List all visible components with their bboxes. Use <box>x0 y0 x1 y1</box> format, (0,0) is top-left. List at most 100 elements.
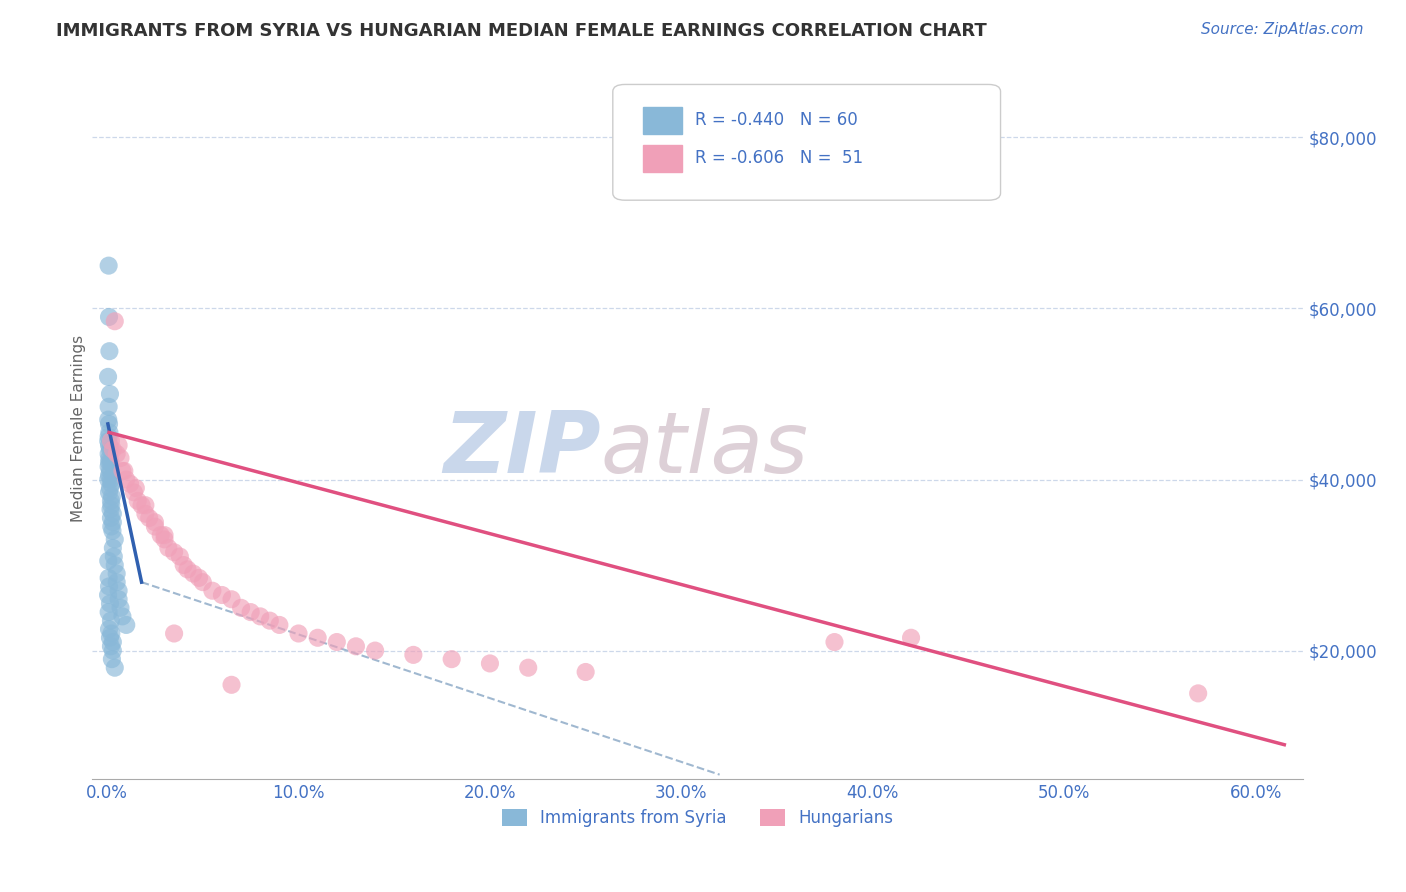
Point <box>98 622 121 636</box>
Point <box>259 614 281 628</box>
Point <box>97 554 120 568</box>
Point <box>97 400 120 414</box>
Point <box>575 665 598 679</box>
Point <box>98 455 121 469</box>
Text: R = -0.606   N =  51: R = -0.606 N = 51 <box>695 149 863 167</box>
Point <box>143 516 166 530</box>
Point <box>97 369 120 384</box>
Text: atlas: atlas <box>600 408 808 491</box>
FancyBboxPatch shape <box>643 145 682 172</box>
Point <box>402 648 425 662</box>
Point <box>100 434 122 448</box>
Point <box>105 566 128 581</box>
Point <box>97 434 120 448</box>
Point <box>157 541 180 555</box>
Point <box>101 516 124 530</box>
Point <box>307 631 329 645</box>
Point <box>107 583 129 598</box>
Point <box>97 588 120 602</box>
Text: IMMIGRANTS FROM SYRIA VS HUNGARIAN MEDIAN FEMALE EARNINGS CORRELATION CHART: IMMIGRANTS FROM SYRIA VS HUNGARIAN MEDIA… <box>56 22 987 40</box>
Point <box>344 640 367 654</box>
Point <box>98 438 121 452</box>
Point <box>211 588 233 602</box>
Point <box>101 635 124 649</box>
Point <box>122 485 145 500</box>
Point <box>97 605 120 619</box>
Point <box>98 417 121 431</box>
Point <box>98 425 121 440</box>
Point <box>103 549 125 564</box>
Point <box>100 626 122 640</box>
Point <box>101 442 124 457</box>
Legend: Immigrants from Syria, Hungarians: Immigrants from Syria, Hungarians <box>495 802 900 834</box>
Point <box>517 661 540 675</box>
Point <box>100 473 122 487</box>
Point <box>900 631 922 645</box>
Point <box>134 498 156 512</box>
Point <box>824 635 846 649</box>
Point <box>110 600 132 615</box>
Point <box>98 464 121 478</box>
Point <box>97 459 120 474</box>
Point <box>239 605 262 619</box>
Text: R = -0.440   N = 60: R = -0.440 N = 60 <box>695 111 858 128</box>
Point <box>105 447 128 461</box>
Point <box>115 473 138 487</box>
Point <box>229 600 252 615</box>
Point <box>1187 686 1209 700</box>
Point <box>221 592 243 607</box>
Point <box>97 430 120 444</box>
Point <box>169 549 191 564</box>
Point <box>97 571 120 585</box>
Point <box>98 631 121 645</box>
Point <box>221 678 243 692</box>
Point <box>101 524 124 538</box>
Point <box>101 507 124 521</box>
Point <box>201 583 224 598</box>
Point <box>98 597 121 611</box>
Point <box>153 533 176 547</box>
Point <box>98 387 121 401</box>
Point <box>98 485 121 500</box>
Point <box>143 519 166 533</box>
Point <box>120 476 142 491</box>
Point <box>98 310 121 324</box>
Point <box>188 571 211 585</box>
Point <box>98 344 121 359</box>
Point <box>97 259 120 273</box>
Point <box>115 618 138 632</box>
Point <box>97 412 120 426</box>
Text: ZIP: ZIP <box>443 408 600 491</box>
Text: Source: ZipAtlas.com: Source: ZipAtlas.com <box>1201 22 1364 37</box>
Point <box>138 511 160 525</box>
Point <box>101 490 124 504</box>
Point <box>478 657 501 671</box>
Point <box>101 541 124 555</box>
Point <box>98 451 121 466</box>
Point <box>191 575 214 590</box>
Point <box>326 635 349 649</box>
Point <box>181 566 204 581</box>
Point <box>111 464 134 478</box>
Point <box>364 643 387 657</box>
Point <box>100 476 122 491</box>
Point <box>100 494 122 508</box>
Point <box>176 562 198 576</box>
Point <box>127 494 149 508</box>
Point <box>100 502 122 516</box>
Point <box>104 314 127 328</box>
Point <box>107 438 129 452</box>
Point <box>100 519 122 533</box>
Point <box>98 481 121 495</box>
Point <box>125 481 148 495</box>
Point <box>98 468 121 483</box>
Point <box>100 498 122 512</box>
Point <box>98 579 121 593</box>
Point <box>112 464 135 478</box>
FancyBboxPatch shape <box>613 85 1001 200</box>
Point <box>287 626 309 640</box>
Point <box>101 652 124 666</box>
Point <box>100 455 122 469</box>
Point <box>163 626 186 640</box>
Point <box>100 640 122 654</box>
